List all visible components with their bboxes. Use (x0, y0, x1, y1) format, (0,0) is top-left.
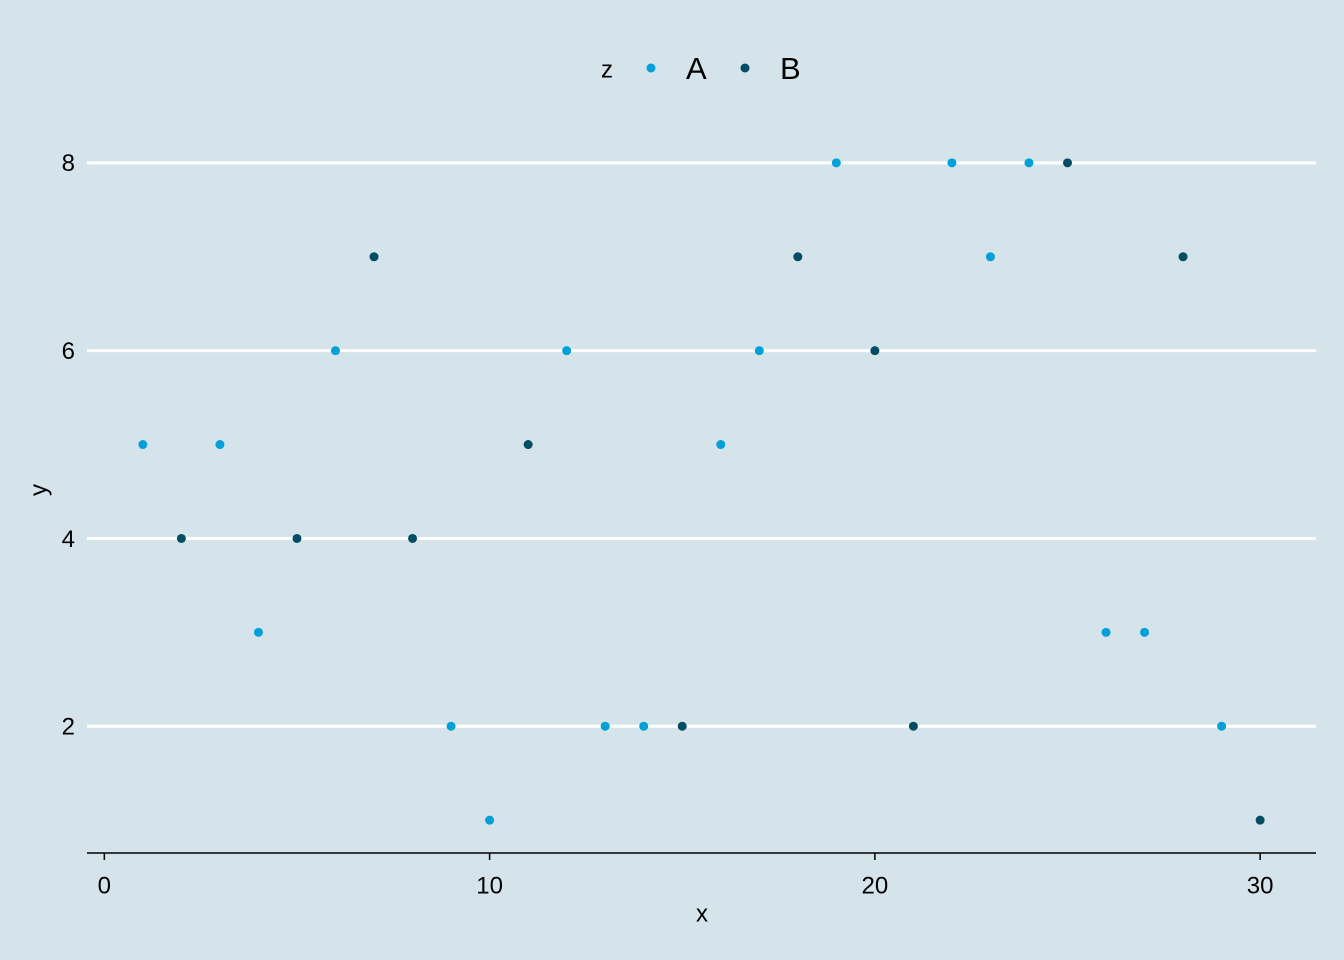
legend-label: B (780, 51, 801, 86)
point (908, 721, 918, 731)
y-tick-label: 8 (62, 150, 75, 177)
x-tick-label: 20 (862, 872, 889, 899)
x-tick-label: 10 (476, 872, 503, 899)
point (639, 721, 649, 731)
legend-swatch (646, 63, 656, 73)
point (716, 440, 726, 450)
point (1024, 158, 1034, 168)
point (369, 252, 379, 262)
point (446, 721, 456, 731)
x-tick-label: 0 (98, 872, 111, 899)
point (1217, 721, 1227, 731)
point (677, 721, 687, 731)
point (1063, 158, 1073, 168)
point (1101, 627, 1111, 637)
point (215, 440, 225, 450)
x-axis-label: x (696, 900, 708, 927)
point (292, 533, 302, 543)
y-tick-label: 2 (62, 714, 75, 741)
point (138, 440, 148, 450)
y-axis-label: y (25, 484, 52, 496)
y-tick-label: 6 (62, 338, 75, 365)
point (947, 158, 957, 168)
legend-title: z (601, 56, 613, 83)
point (985, 252, 995, 262)
point (1178, 252, 1188, 262)
point (330, 346, 340, 356)
legend-label: A (686, 51, 707, 86)
point (793, 252, 803, 262)
point (831, 158, 841, 168)
point (562, 346, 572, 356)
point (754, 346, 764, 356)
point (870, 346, 880, 356)
point (523, 440, 533, 450)
point (600, 721, 610, 731)
legend-swatch (740, 63, 750, 73)
point (485, 815, 495, 825)
y-tick-label: 4 (62, 526, 75, 553)
point (408, 533, 418, 543)
x-tick-label: 30 (1247, 872, 1274, 899)
point (253, 627, 263, 637)
point (1140, 627, 1150, 637)
point (1255, 815, 1265, 825)
point (176, 533, 186, 543)
